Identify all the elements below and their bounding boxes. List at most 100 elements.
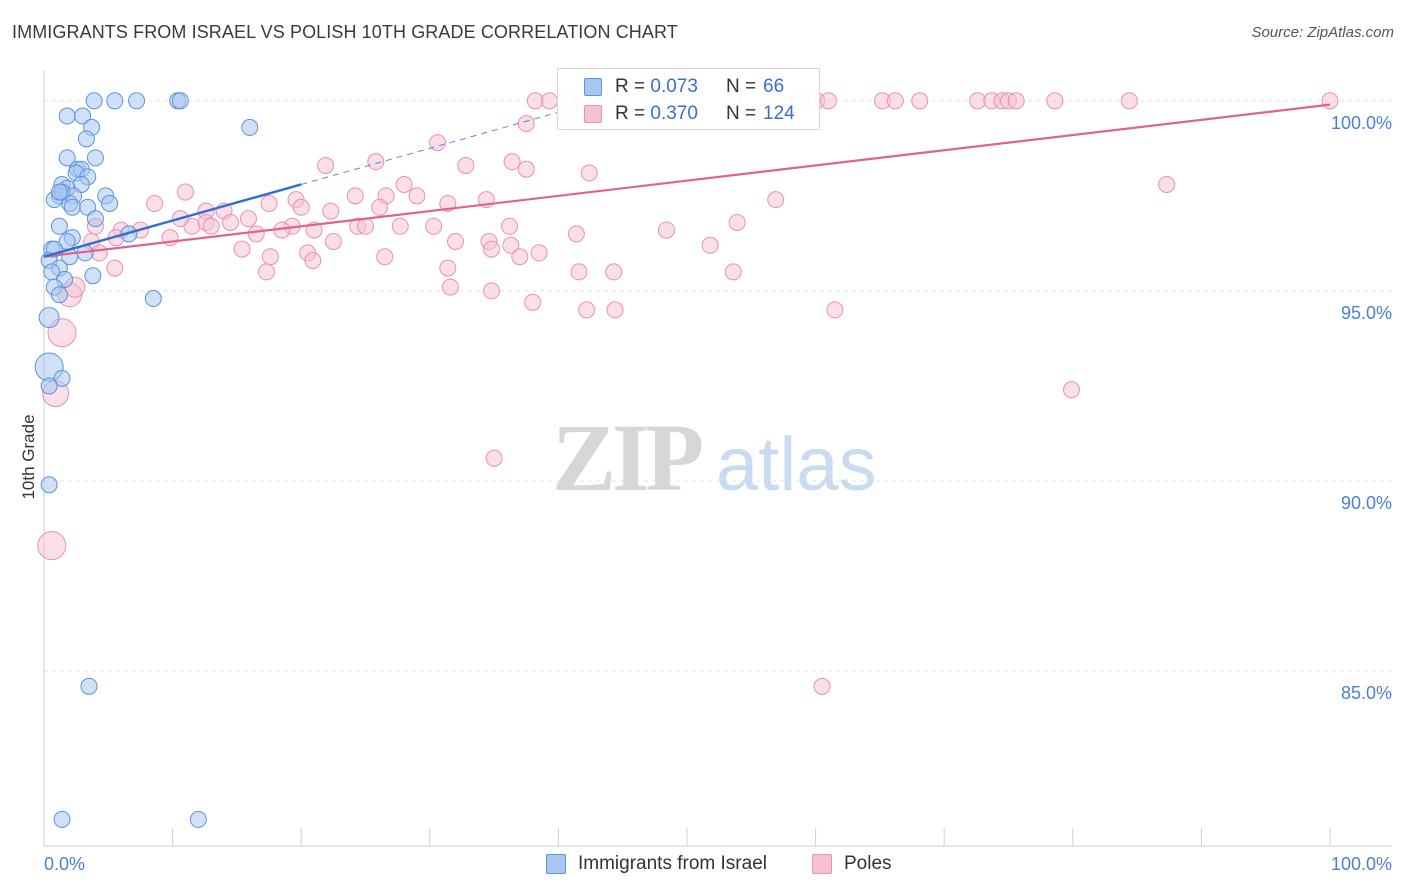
israel-point xyxy=(84,267,102,285)
poles-trend-line xyxy=(43,103,1331,258)
poles-point xyxy=(485,449,503,467)
poles-point xyxy=(257,263,275,281)
israel-point xyxy=(128,92,146,110)
poles-point xyxy=(728,213,746,231)
poles-point xyxy=(176,183,194,201)
poles-point xyxy=(357,217,374,235)
poles-point xyxy=(501,217,519,235)
poles-point xyxy=(606,301,624,319)
poles-point xyxy=(395,175,413,193)
poles-point xyxy=(570,263,588,281)
poles-point xyxy=(578,301,596,319)
israel-point xyxy=(53,810,71,828)
israel-point xyxy=(50,217,68,235)
poles-point xyxy=(813,677,831,695)
poles-point xyxy=(819,92,837,110)
poles-point xyxy=(391,217,409,235)
poles-point xyxy=(221,213,239,231)
watermark: ZIP atlas xyxy=(552,404,877,511)
israel-point xyxy=(189,810,207,828)
poles-point xyxy=(304,251,322,269)
legend-swatch-israel xyxy=(584,78,602,96)
poles-point xyxy=(1046,92,1064,110)
poles-point xyxy=(483,282,501,300)
poles-point xyxy=(724,263,742,281)
legend-row-israel: R = 0.073 N = 66 xyxy=(558,74,821,100)
legend-swatch-israel xyxy=(546,854,566,874)
poles-point xyxy=(447,232,465,250)
legend-row-poles: R = 0.370 N = 124 xyxy=(558,101,821,127)
poles-point xyxy=(483,240,501,258)
poles-point xyxy=(261,248,279,266)
poles-point xyxy=(567,225,585,243)
poles-point xyxy=(37,531,67,561)
poles-point xyxy=(540,92,558,110)
israel-point xyxy=(77,130,95,148)
poles-point xyxy=(425,217,443,235)
x-tick-label: 100.0% xyxy=(1331,854,1392,874)
y-tick-label: 85.0% xyxy=(1341,683,1392,703)
israel-trend-line-extension xyxy=(301,111,559,185)
poles-point xyxy=(292,198,310,216)
legend-r-value: 0.370 xyxy=(650,103,698,124)
poles-point xyxy=(260,194,278,212)
poles-point xyxy=(1120,92,1138,110)
legend-n-label: N = xyxy=(726,103,757,124)
israel-point xyxy=(40,476,58,494)
poles-point xyxy=(517,115,535,133)
poles-point xyxy=(202,217,220,235)
legend-label-israel: Immigrants from Israel xyxy=(578,853,767,874)
poles-point xyxy=(106,259,124,277)
poles-points xyxy=(37,92,1339,695)
israel-point xyxy=(40,377,58,395)
poles-point xyxy=(1007,92,1025,110)
poles-point xyxy=(826,301,844,319)
legend-r-label: R = 0.073 xyxy=(615,76,698,97)
israel-points xyxy=(34,92,259,828)
poles-point xyxy=(429,134,447,152)
poles-point xyxy=(457,156,475,174)
israel-trend-line xyxy=(43,183,302,258)
poles-point xyxy=(580,164,598,182)
poles-point xyxy=(767,191,785,209)
israel-point xyxy=(58,149,76,167)
source-label: Source: ZipAtlas.com xyxy=(1251,24,1394,41)
y-axis-label: 10th Grade xyxy=(19,414,38,499)
poles-point xyxy=(911,92,929,110)
poles-point xyxy=(317,156,335,174)
israel-point xyxy=(53,369,71,387)
poles-point xyxy=(1321,92,1339,110)
trend-lines xyxy=(43,103,1331,258)
poles-point xyxy=(239,210,257,228)
legend-swatch-poles xyxy=(584,105,602,123)
israel-point xyxy=(101,194,119,212)
israel-point xyxy=(38,307,60,329)
israel-point xyxy=(74,107,92,125)
series-legend: Immigrants from Israel Poles xyxy=(0,852,1406,878)
poles-point xyxy=(605,263,623,281)
poles-point xyxy=(439,259,457,277)
israel-point xyxy=(86,210,104,228)
grid-lines xyxy=(44,100,1392,672)
poles-point xyxy=(1063,381,1081,399)
israel-point xyxy=(58,107,76,125)
poles-point xyxy=(376,248,394,266)
poles-point xyxy=(90,244,108,262)
israel-point xyxy=(50,183,68,201)
legend-r-value: 0.073 xyxy=(650,76,698,97)
israel-point xyxy=(171,92,189,110)
poles-point xyxy=(701,236,719,254)
tick-labels: 85.0% 90.0% 95.0% 100.0% 0.0% 100.0% xyxy=(44,113,1392,874)
legend-swatch-poles xyxy=(812,854,832,874)
legend-n-value: 66 xyxy=(763,76,785,97)
y-tick-label: 95.0% xyxy=(1341,303,1392,323)
y-tick-label: 90.0% xyxy=(1341,493,1392,513)
poles-point xyxy=(886,92,904,110)
watermark-atlas: atlas xyxy=(716,422,877,507)
y-tick-label: 100.0% xyxy=(1331,113,1392,133)
poles-point xyxy=(146,194,164,212)
poles-point xyxy=(526,92,544,110)
israel-point xyxy=(50,286,68,304)
chart-title: IMMIGRANTS FROM ISRAEL VS POLISH 10TH GR… xyxy=(12,22,678,42)
